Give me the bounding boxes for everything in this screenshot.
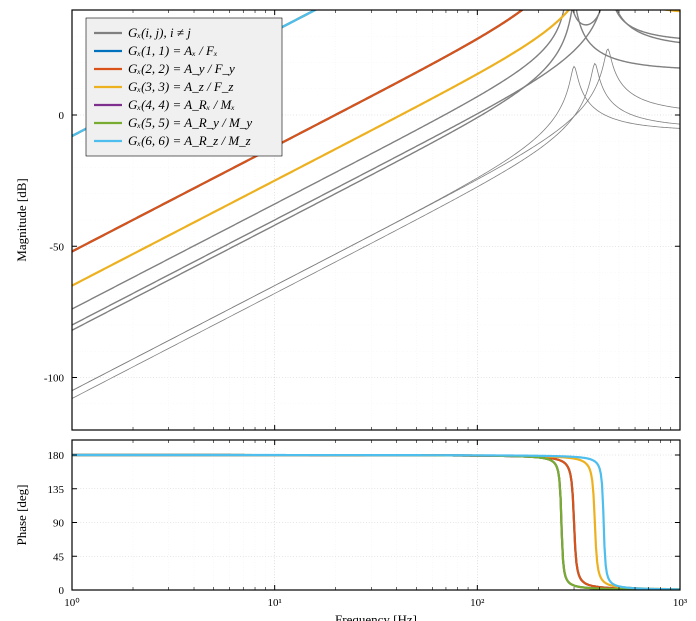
phase-ytick-label: 90 bbox=[53, 518, 65, 530]
legend-label: Gₓ(3, 3) = A_z / F_z bbox=[128, 79, 233, 94]
phase-ytick-label: 45 bbox=[53, 551, 65, 563]
phase-ytick-label: 135 bbox=[48, 484, 65, 496]
legend-label: Gₓ(5, 5) = A_R_y / M_y bbox=[128, 115, 252, 130]
bode-plot-figure: -100 -50 0 0 45 90 135 180 10⁰ 10¹ 10² 10³ Magnitude… bbox=[0, 0, 696, 621]
x-tick-label: 10³ bbox=[673, 597, 688, 609]
x-tick-label: 10¹ bbox=[268, 597, 282, 609]
mag-ytick-label: -100 bbox=[44, 373, 65, 385]
phase-ytick-label: 180 bbox=[48, 450, 65, 462]
x-tick-label: 10² bbox=[470, 597, 485, 609]
bode-svg: -100 -50 0 0 45 90 135 180 10⁰ 10¹ 10² 10³ Magnitude… bbox=[0, 0, 696, 621]
phase-ylabel: Phase [deg] bbox=[14, 484, 29, 545]
legend-label: Gₓ(2, 2) = A_y / F_y bbox=[128, 61, 235, 76]
x-tick-label: 10⁰ bbox=[64, 597, 80, 609]
mag-ylabel: Magnitude [dB] bbox=[14, 178, 29, 261]
x-label: Frequency [Hz] bbox=[335, 612, 417, 621]
legend-label: Gₓ(1, 1) = Aₓ / Fₓ bbox=[128, 43, 218, 58]
phase-ytick-label: 0 bbox=[59, 585, 65, 597]
mag-ytick-label: 0 bbox=[59, 110, 65, 122]
mag-ytick-label: -50 bbox=[49, 241, 64, 253]
legend-label: Gₓ(6, 6) = A_R_z / M_z bbox=[128, 133, 251, 148]
legend-label: Gₓ(i, j), i ≠ j bbox=[128, 25, 191, 40]
legend-label: Gₓ(4, 4) = A_Rₓ / Mₓ bbox=[128, 97, 235, 112]
